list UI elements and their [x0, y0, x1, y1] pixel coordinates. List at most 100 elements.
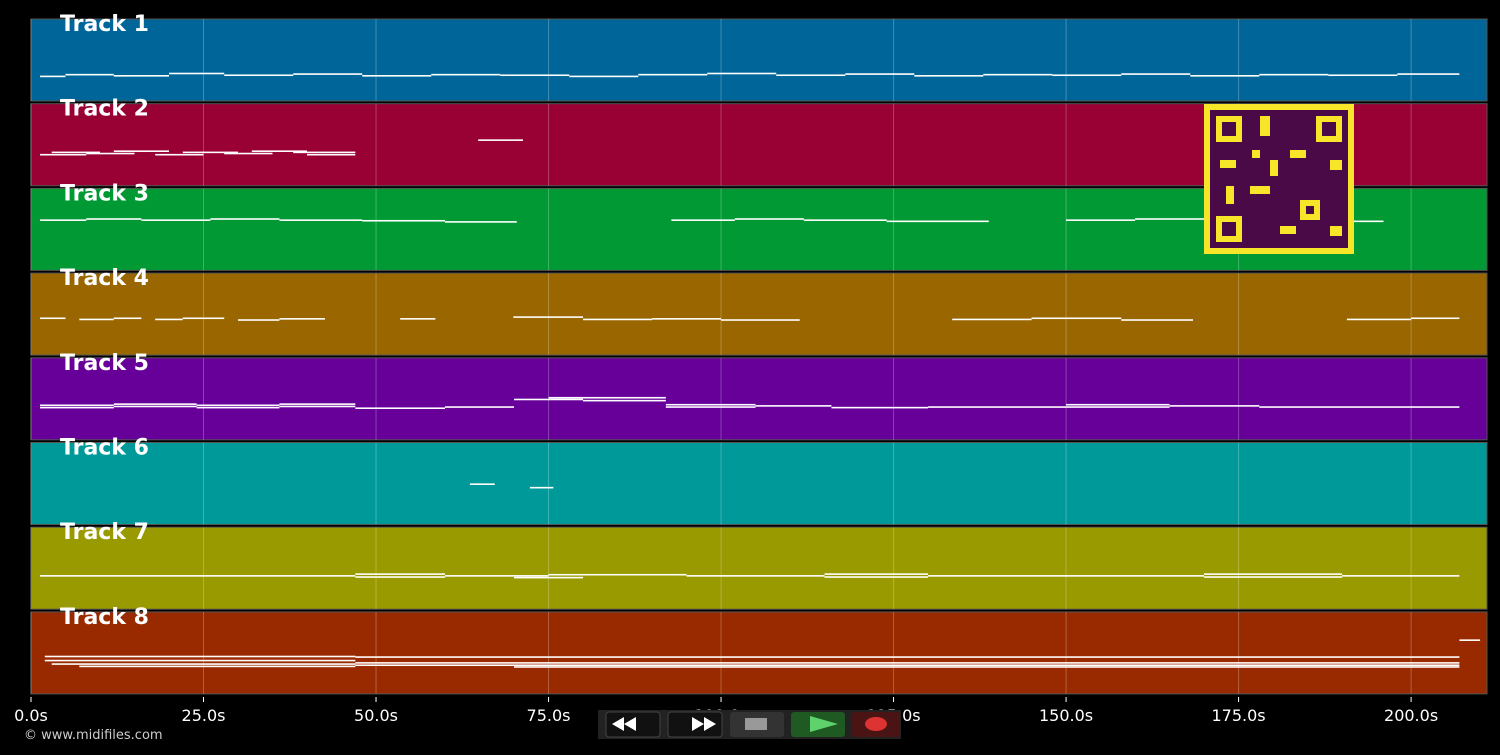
note: [113, 75, 170, 77]
note: [983, 73, 1053, 76]
note: [500, 74, 570, 77]
note: [928, 575, 1205, 577]
note: [355, 576, 446, 578]
note: [734, 218, 804, 220]
transport-controls: [598, 710, 901, 739]
note: [355, 656, 722, 658]
note: [671, 219, 735, 221]
note: [39, 75, 66, 78]
note: [279, 318, 325, 320]
note: [914, 75, 984, 77]
x-tick-label: 175.0s: [1212, 706, 1266, 725]
note: [51, 151, 101, 154]
note: [445, 406, 515, 408]
note: [824, 573, 929, 575]
note: [831, 406, 929, 409]
note: [583, 399, 666, 402]
note: [279, 219, 363, 221]
note: [79, 318, 114, 321]
track-name: Track 6: [60, 436, 149, 461]
note: [1204, 573, 1343, 575]
note: [569, 75, 639, 78]
note: [529, 486, 554, 489]
x-tick-label: 0.0s: [14, 706, 48, 725]
note: [113, 150, 170, 153]
note: [721, 656, 1460, 658]
track-lane: [30, 442, 1488, 525]
note: [445, 575, 549, 577]
credit: © www.midifiles.com: [24, 728, 163, 743]
note: [79, 665, 356, 668]
note: [39, 406, 114, 409]
note: [251, 150, 308, 153]
track-name: Track 4: [60, 266, 149, 291]
track-name: Track 3: [60, 181, 149, 206]
note: [514, 666, 1460, 668]
note: [1259, 406, 1460, 408]
note: [1121, 319, 1194, 321]
note: [362, 219, 446, 222]
note: [514, 398, 584, 401]
note: [113, 405, 197, 408]
note: [638, 73, 708, 76]
note: [224, 152, 273, 155]
note: [665, 403, 756, 406]
note: [196, 404, 280, 407]
note: [1346, 318, 1412, 321]
note: [39, 317, 66, 320]
note: [1342, 575, 1460, 577]
note: [39, 219, 87, 221]
note: [1121, 73, 1191, 75]
note: [355, 662, 1460, 664]
rewind-button[interactable]: [605, 711, 661, 738]
note: [952, 318, 1032, 321]
track-name: Track 7: [60, 520, 149, 545]
note: [445, 221, 517, 223]
qr-code: [1204, 104, 1354, 254]
note: [1190, 75, 1260, 77]
play-button[interactable]: [791, 712, 845, 737]
note: [279, 405, 356, 408]
note: [293, 151, 356, 154]
note: [1135, 218, 1205, 220]
track-lane: [30, 18, 1488, 102]
note: [182, 151, 239, 154]
x-tick-label: 200.0s: [1384, 706, 1438, 725]
note: [39, 153, 87, 156]
stop-button[interactable]: [730, 712, 784, 737]
note: [65, 73, 114, 76]
track-lane: [30, 526, 1488, 610]
note: [155, 153, 204, 156]
track-lane: [30, 272, 1488, 356]
note: [928, 406, 1067, 408]
note: [665, 406, 756, 408]
track-name: Track 1: [60, 12, 149, 37]
note: [652, 318, 722, 320]
note: [469, 483, 495, 485]
note: [1052, 74, 1122, 77]
note: [1397, 73, 1460, 75]
note: [803, 219, 887, 221]
note: [548, 573, 687, 576]
note: [155, 318, 183, 321]
note: [113, 403, 197, 405]
note: [39, 404, 114, 407]
fast-forward-button[interactable]: [667, 711, 723, 738]
note: [279, 403, 356, 405]
track-lane: [30, 611, 1488, 695]
note: [355, 664, 1460, 667]
note: [513, 316, 584, 318]
record-button[interactable]: [852, 712, 900, 737]
x-tick-label: 50.0s: [354, 706, 398, 725]
note: [1066, 403, 1170, 406]
note: [44, 655, 356, 658]
note: [182, 317, 225, 320]
note: [1066, 219, 1136, 221]
note: [238, 319, 280, 321]
note: [210, 218, 280, 220]
x-tick-label: 25.0s: [182, 706, 226, 725]
note: [1066, 406, 1170, 408]
note: [1328, 74, 1398, 77]
note: [362, 75, 432, 77]
